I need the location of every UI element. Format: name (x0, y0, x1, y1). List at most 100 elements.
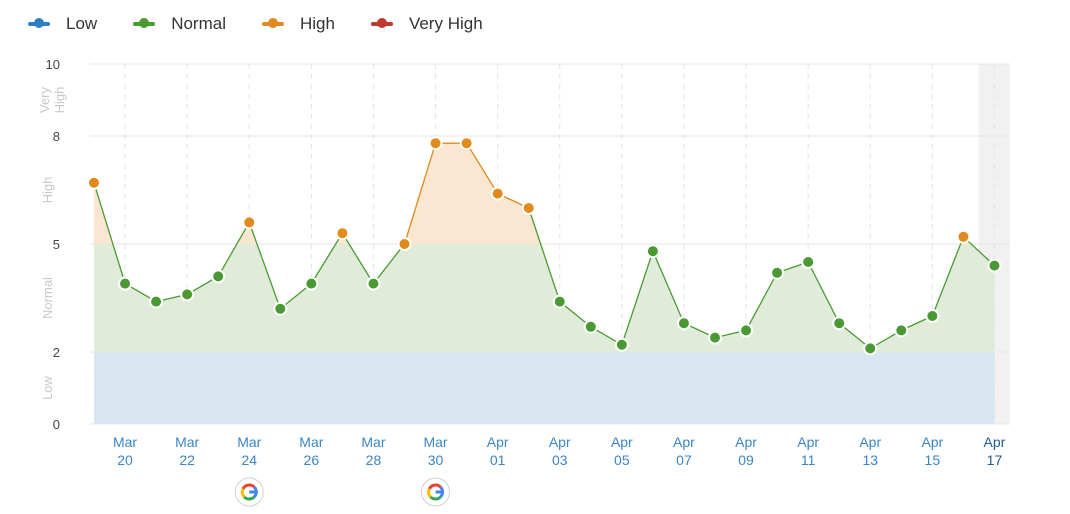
google-logo-arc (241, 483, 256, 490)
x-tick-month: Apr (921, 434, 943, 450)
data-point (739, 323, 754, 338)
y-tick-label: 10 (46, 57, 60, 72)
legend-swatch-icon (261, 18, 284, 28)
data-point (459, 136, 474, 151)
data-point (676, 316, 691, 331)
x-tick-day: 15 (925, 452, 941, 468)
line-segment (652, 250, 685, 324)
legend: Low Normal High Very High (28, 14, 519, 34)
x-tick-month: Apr (735, 434, 757, 450)
x-tick-month: Mar (423, 434, 447, 450)
data-point (645, 244, 660, 259)
band-label: Low (40, 375, 55, 399)
data-point (583, 319, 598, 334)
data-point (180, 287, 195, 302)
data-point (490, 186, 505, 201)
data-point (397, 237, 412, 251)
legend-swatch-icon (133, 18, 156, 28)
legend-item-very-high[interactable]: Very High (370, 14, 483, 34)
x-tick-day: 07 (676, 452, 692, 468)
line-segment (310, 232, 343, 284)
data-point (770, 265, 785, 280)
area-band-normal (94, 244, 995, 352)
x-tick-day: 28 (366, 452, 382, 468)
x-tick-month: Apr (487, 434, 509, 450)
line-segment (807, 261, 840, 324)
x-tick-month: Apr (984, 434, 1006, 450)
band-label: VeryHigh (37, 86, 67, 113)
google-logo-arc (429, 495, 442, 501)
x-tick-day: 09 (738, 452, 754, 468)
band-label: Normal (40, 277, 55, 319)
data-point (87, 175, 101, 190)
legend-label: Very High (408, 14, 483, 33)
y-tick-label: 2 (53, 345, 60, 360)
area-band-low (94, 352, 995, 424)
band-label: High (40, 177, 55, 204)
x-tick-day: 03 (552, 452, 568, 468)
data-point (987, 258, 1002, 273)
google-logo-arc (240, 488, 246, 499)
x-tick-day: 20 (117, 452, 133, 468)
data-point (242, 215, 257, 230)
line-segment (621, 250, 654, 346)
y-tick-label: 5 (53, 237, 60, 252)
legend-item-normal[interactable]: Normal (133, 14, 226, 34)
x-tick-day: 22 (179, 452, 195, 468)
line-segment (528, 207, 561, 302)
x-tick-day: 05 (614, 452, 630, 468)
data-point (335, 226, 350, 241)
line-segment (341, 232, 375, 284)
data-point (956, 229, 971, 244)
data-point (832, 316, 847, 331)
x-tick-month: Apr (797, 434, 819, 450)
x-tick-day: 24 (241, 452, 257, 468)
x-tick-month: Mar (361, 434, 385, 450)
x-tick-month: Mar (175, 434, 199, 450)
data-point (428, 136, 443, 151)
area-band-high (94, 143, 972, 244)
legend-label: High (299, 14, 335, 33)
data-point (894, 323, 909, 338)
line-segment (931, 236, 965, 317)
legend-label: Normal (171, 14, 226, 33)
legend-item-low[interactable]: Low (28, 14, 97, 34)
data-point (118, 276, 133, 291)
x-tick-day: 30 (428, 452, 444, 468)
x-tick-month: Mar (299, 434, 323, 450)
line-segment (403, 143, 437, 245)
data-point (863, 341, 878, 356)
data-point (273, 301, 288, 316)
data-point (614, 337, 629, 352)
line-segment (466, 142, 499, 194)
x-tick-month: Mar (237, 434, 261, 450)
data-point (925, 309, 940, 323)
x-tick-day: 01 (490, 452, 506, 468)
x-tick-month: Mar (113, 434, 137, 450)
line-segment (217, 222, 250, 277)
legend-item-high[interactable]: High (261, 14, 335, 34)
google-logo-arc (427, 488, 432, 499)
data-point (708, 330, 722, 345)
x-tick-month: Apr (611, 434, 633, 450)
x-tick-month: Apr (549, 434, 571, 450)
y-tick-label: 0 (53, 417, 60, 432)
data-point (211, 269, 226, 284)
x-tick-day: 26 (304, 452, 320, 468)
x-tick-day: 11 (801, 452, 816, 468)
google-logo-arc (427, 483, 442, 490)
data-point (149, 294, 164, 309)
y-tick-label: 8 (53, 129, 60, 144)
x-tick-day: 13 (862, 452, 878, 468)
line-segment (248, 222, 281, 310)
google-logo-arc (243, 495, 256, 501)
data-point (521, 201, 536, 215)
line-segment (93, 182, 126, 284)
x-tick-day: 17 (987, 452, 1003, 468)
legend-swatch-icon (28, 18, 50, 28)
line-segment (372, 243, 406, 285)
data-point (366, 276, 381, 291)
line-segment (962, 236, 995, 267)
line-segment (745, 272, 778, 331)
